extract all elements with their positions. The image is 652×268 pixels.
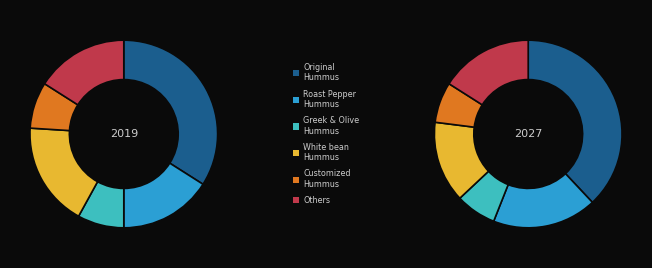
Wedge shape — [124, 163, 203, 228]
Wedge shape — [44, 40, 124, 105]
Wedge shape — [449, 40, 528, 105]
Wedge shape — [30, 84, 78, 131]
Wedge shape — [435, 84, 482, 127]
Text: 2019: 2019 — [110, 129, 138, 139]
Legend: Original
Hummus, Roast Pepper
Hummus, Greek & Olive
Hummus, White bean
Hummus, C: Original Hummus, Roast Pepper Hummus, Gr… — [292, 62, 360, 206]
Wedge shape — [528, 40, 622, 202]
Wedge shape — [434, 122, 488, 198]
Wedge shape — [124, 40, 218, 184]
Wedge shape — [460, 171, 508, 221]
Wedge shape — [79, 182, 124, 228]
Wedge shape — [494, 174, 593, 228]
Text: 2027: 2027 — [514, 129, 542, 139]
Wedge shape — [30, 128, 98, 216]
